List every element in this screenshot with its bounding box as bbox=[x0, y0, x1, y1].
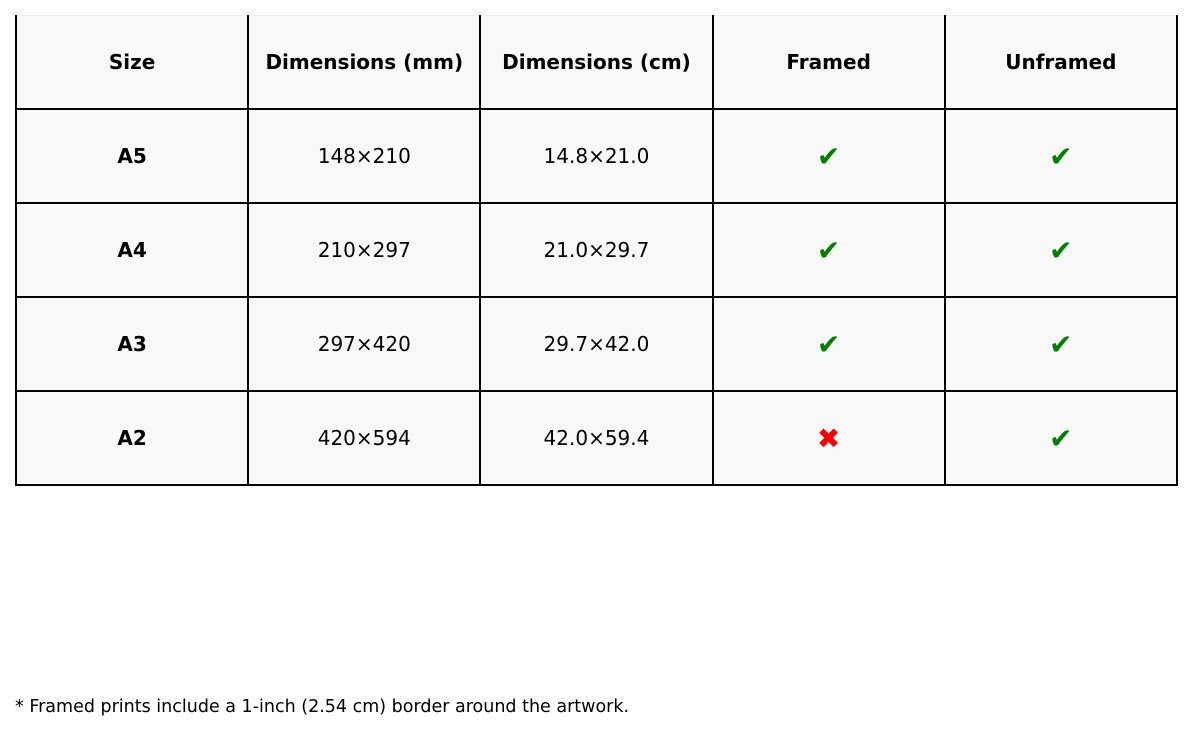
dimensions-mm-cell: 420×594 bbox=[247, 390, 482, 486]
size-cell: A5 bbox=[14, 108, 250, 204]
unframed-cell: ✔ bbox=[943, 202, 1179, 298]
dimensions-mm-cell: 148×210 bbox=[247, 108, 482, 204]
table-row: A2 420×594 42.0×59.4 ✖ ✔ bbox=[14, 390, 1179, 486]
framed-cell: ✔ bbox=[711, 108, 946, 204]
dimensions-mm-cell: 210×297 bbox=[247, 202, 482, 298]
unframed-cell: ✔ bbox=[943, 390, 1179, 486]
unframed-cell: ✔ bbox=[943, 108, 1179, 204]
framed-cell: ✔ bbox=[711, 202, 946, 298]
size-cell: A2 bbox=[14, 390, 250, 486]
footnote: * Framed prints include a 1-inch (2.54 c… bbox=[15, 697, 630, 717]
header-size: Size bbox=[14, 15, 250, 110]
dimensions-mm-cell: 297×420 bbox=[247, 296, 482, 392]
dimensions-cm-cell: 14.8×21.0 bbox=[479, 108, 714, 204]
checkmark-icon: ✔ bbox=[1049, 139, 1073, 173]
dimensions-cm-cell: 42.0×59.4 bbox=[479, 390, 714, 486]
checkmark-icon: ✔ bbox=[1049, 233, 1073, 267]
table-row: A4 210×297 21.0×29.7 ✔ ✔ bbox=[14, 202, 1179, 298]
checkmark-icon: ✔ bbox=[1049, 327, 1073, 361]
header-framed: Framed bbox=[711, 15, 946, 110]
size-cell: A3 bbox=[14, 296, 250, 392]
dimensions-cm-cell: 29.7×42.0 bbox=[479, 296, 714, 392]
header-row: Size Dimensions (mm) Dimensions (cm) Fra… bbox=[14, 15, 1179, 110]
header-dimensions-mm: Dimensions (mm) bbox=[247, 15, 482, 110]
table-row: A5 148×210 14.8×21.0 ✔ ✔ bbox=[14, 108, 1179, 204]
unframed-cell: ✔ bbox=[943, 296, 1179, 392]
header-unframed: Unframed bbox=[943, 15, 1179, 110]
cross-icon: ✖ bbox=[816, 421, 841, 455]
framed-cell: ✔ bbox=[711, 296, 946, 392]
dimensions-cm-cell: 21.0×29.7 bbox=[479, 202, 714, 298]
checkmark-icon: ✔ bbox=[816, 233, 841, 267]
framed-cell: ✖ bbox=[711, 390, 946, 486]
checkmark-icon: ✔ bbox=[1049, 421, 1073, 455]
checkmark-icon: ✔ bbox=[816, 139, 841, 173]
header-dimensions-cm: Dimensions (cm) bbox=[479, 15, 714, 110]
size-cell: A4 bbox=[14, 202, 250, 298]
table-row: A3 297×420 29.7×42.0 ✔ ✔ bbox=[14, 296, 1179, 392]
checkmark-icon: ✔ bbox=[816, 327, 841, 361]
print-sizes-table: Size Dimensions (mm) Dimensions (cm) Fra… bbox=[14, 15, 1179, 486]
